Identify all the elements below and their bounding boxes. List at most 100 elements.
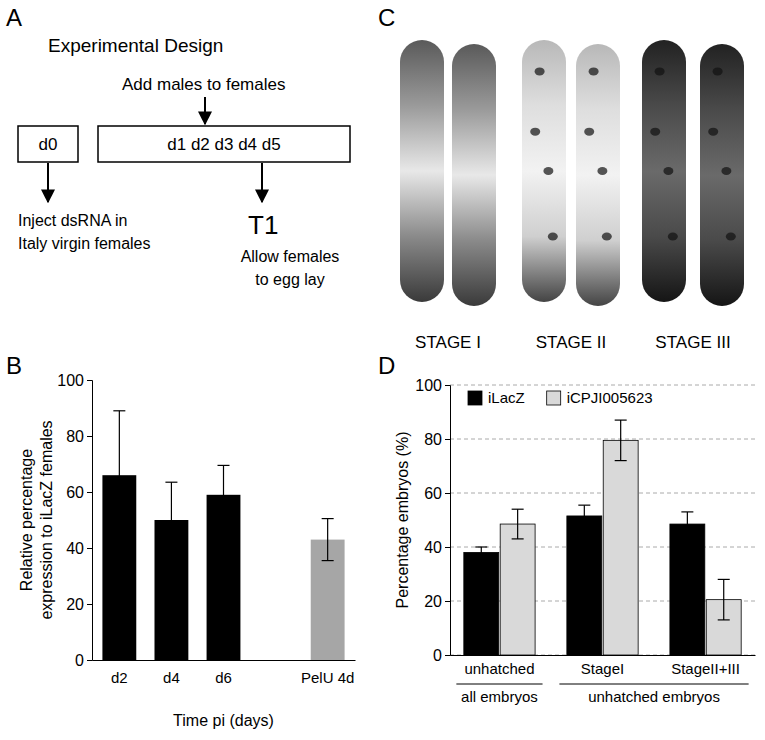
embryo-spot bbox=[543, 167, 553, 175]
tick-label: 100 bbox=[415, 377, 442, 394]
bar bbox=[603, 440, 638, 655]
tick-label: 40 bbox=[66, 540, 84, 557]
error-bar bbox=[322, 519, 334, 561]
tick-label: unhatched bbox=[464, 660, 534, 677]
embryo-spot bbox=[668, 233, 678, 241]
tick-label: StageII+III bbox=[671, 660, 740, 677]
error-cap bbox=[218, 524, 230, 525]
time-point: T1 bbox=[248, 210, 278, 240]
day-box bbox=[98, 126, 350, 162]
y-tick: 80 bbox=[424, 431, 450, 448]
legend: iLacZ iCPJI005623 bbox=[468, 389, 653, 406]
panel-b: 020406080100d2d4d6PelU 4dRelative percen… bbox=[18, 372, 356, 729]
error-cap bbox=[718, 579, 730, 580]
embryo-image bbox=[452, 44, 496, 306]
bar bbox=[567, 516, 602, 655]
grid-line bbox=[450, 547, 755, 548]
error-cap bbox=[512, 538, 524, 539]
tick-label: 0 bbox=[75, 652, 84, 669]
grid-line bbox=[450, 439, 755, 440]
day-label: d0 bbox=[39, 135, 58, 154]
diagram-note: Allow females bbox=[241, 248, 340, 265]
y-tick: 60 bbox=[424, 485, 450, 502]
arrow bbox=[47, 163, 49, 202]
axis-line bbox=[445, 386, 451, 656]
axis-line bbox=[93, 660, 356, 661]
error-line bbox=[584, 505, 585, 527]
tick-mark bbox=[87, 660, 92, 661]
error-cap bbox=[615, 420, 627, 421]
error-line bbox=[723, 579, 724, 620]
tick-label: PelU 4d bbox=[301, 669, 354, 686]
error-bar bbox=[165, 482, 177, 558]
embryo-image bbox=[522, 40, 566, 302]
y-tick: 40 bbox=[424, 539, 450, 556]
embryo-spot bbox=[584, 128, 594, 136]
error-line bbox=[481, 547, 482, 558]
error-cap bbox=[165, 482, 177, 483]
bar bbox=[500, 524, 535, 655]
stage-label: STAGE II bbox=[536, 333, 607, 352]
embryo-spot bbox=[663, 167, 673, 175]
error-line bbox=[620, 420, 621, 461]
diagram-note: to egg lay bbox=[255, 271, 324, 288]
error-line bbox=[687, 512, 688, 536]
error-cap bbox=[615, 460, 627, 461]
panel-letter: C bbox=[378, 4, 395, 31]
error-bar bbox=[681, 512, 693, 536]
embryo-spot bbox=[530, 128, 540, 136]
legend-label: iLacZ bbox=[488, 389, 525, 406]
y-tick: 0 bbox=[433, 647, 450, 664]
embryo-spot bbox=[602, 233, 612, 241]
x-tick: StageI bbox=[581, 655, 624, 677]
panel-d: 020406080100unhatchedStageIStageII+IIIal… bbox=[394, 377, 756, 705]
tick-label: 20 bbox=[66, 596, 84, 613]
y-axis: 020406080100 bbox=[57, 372, 92, 669]
legend-swatch bbox=[468, 391, 482, 405]
panel-letter: B bbox=[6, 352, 22, 379]
y-tick: 100 bbox=[57, 372, 92, 389]
diagram-note: Italy virgin females bbox=[18, 235, 151, 252]
tick-label: d4 bbox=[163, 669, 180, 686]
plot-area bbox=[102, 411, 344, 660]
plot-area bbox=[464, 420, 741, 655]
tick-mark bbox=[445, 385, 450, 386]
tick-label: 100 bbox=[57, 372, 84, 389]
embryo-spot bbox=[650, 128, 660, 136]
x-tick: PelU 4d bbox=[301, 660, 354, 686]
x-tick: unhatched bbox=[464, 655, 534, 677]
tick-mark bbox=[445, 493, 450, 494]
error-bar bbox=[475, 547, 487, 558]
error-cap bbox=[681, 536, 693, 537]
embryo-spot bbox=[597, 167, 607, 175]
panel-letter: A bbox=[6, 4, 22, 31]
panel-letter: D bbox=[378, 352, 395, 379]
tick-mark bbox=[445, 547, 450, 548]
figure: ABCDExperimental DesignAdd males to fema… bbox=[0, 0, 765, 740]
axis-title: expression to iLacZ females bbox=[38, 420, 55, 619]
error-cap bbox=[718, 619, 730, 620]
error-cap bbox=[475, 557, 487, 558]
error-cap bbox=[578, 526, 590, 527]
error-cap bbox=[165, 557, 177, 558]
tick-mark bbox=[87, 436, 92, 437]
legend-label: iCPJI005623 bbox=[567, 389, 653, 406]
embryo-spot bbox=[589, 67, 599, 75]
y-axis: 020406080100 bbox=[415, 377, 450, 664]
group-label: all embryos bbox=[461, 688, 538, 705]
y-tick: 0 bbox=[75, 652, 92, 669]
bar bbox=[670, 524, 705, 655]
error-line bbox=[223, 465, 224, 524]
arrow bbox=[204, 97, 206, 124]
x-tick: StageII+III bbox=[671, 655, 740, 677]
x-axis: unhatched StageI StageII+III bbox=[451, 655, 756, 677]
tick-label: 80 bbox=[424, 431, 442, 448]
error-line bbox=[327, 519, 328, 561]
day-box bbox=[18, 126, 78, 162]
error-cap bbox=[512, 509, 524, 510]
error-bar bbox=[218, 465, 230, 524]
error-cap bbox=[322, 518, 334, 519]
error-bar bbox=[113, 411, 125, 540]
embryo-spot bbox=[535, 67, 545, 75]
y-tick: 60 bbox=[66, 484, 92, 501]
